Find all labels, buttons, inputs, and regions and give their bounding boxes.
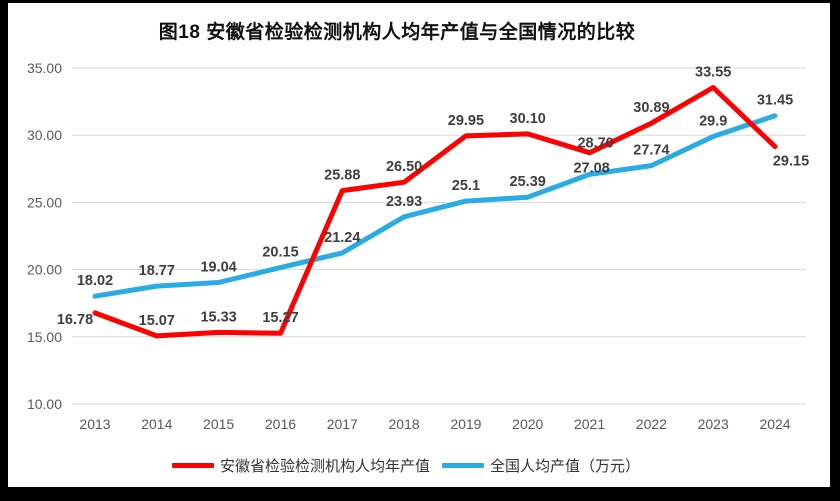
svg-text:29.9: 29.9 — [699, 114, 727, 130]
svg-text:15.27: 15.27 — [262, 310, 298, 326]
svg-text:31.45: 31.45 — [757, 93, 793, 109]
svg-text:30.89: 30.89 — [633, 100, 669, 116]
svg-text:2019: 2019 — [450, 416, 481, 432]
svg-text:2018: 2018 — [389, 416, 420, 432]
svg-text:2016: 2016 — [265, 416, 296, 432]
chart-title: 图18 安徽省检验检测机构人均年产值与全国情况的比较 — [158, 22, 636, 43]
svg-text:30.00: 30.00 — [27, 127, 62, 143]
scan-border-right — [830, 0, 840, 501]
svg-text:25.1: 25.1 — [452, 178, 480, 194]
svg-text:29.15: 29.15 — [773, 154, 809, 170]
svg-text:15.33: 15.33 — [200, 309, 236, 325]
blue-line-swatch-icon — [442, 462, 484, 468]
svg-text:29.95: 29.95 — [448, 113, 484, 129]
legend-label-national: 全国人均产值（万元） — [490, 457, 641, 475]
svg-text:2024: 2024 — [759, 416, 790, 432]
svg-text:25.39: 25.39 — [510, 174, 546, 190]
chart-legend: 安徽省检验检测机构人均年产值 全国人均产值（万元） — [0, 452, 826, 478]
svg-text:16.78: 16.78 — [57, 312, 93, 328]
svg-text:23.93: 23.93 — [386, 194, 422, 210]
legend-item-national: 全国人均产值（万元） — [442, 455, 640, 476]
svg-text:2015: 2015 — [203, 416, 234, 432]
svg-text:35.00: 35.00 — [27, 60, 62, 76]
svg-text:27.08: 27.08 — [573, 160, 609, 176]
svg-text:30.10: 30.10 — [510, 111, 546, 127]
svg-text:28.70: 28.70 — [577, 136, 613, 152]
svg-text:18.77: 18.77 — [139, 263, 175, 279]
svg-text:2014: 2014 — [141, 416, 172, 432]
svg-text:20.15: 20.15 — [262, 245, 298, 261]
svg-text:2017: 2017 — [327, 416, 358, 432]
svg-text:2013: 2013 — [79, 416, 110, 432]
svg-text:10.00: 10.00 — [27, 396, 62, 412]
svg-text:27.74: 27.74 — [633, 143, 669, 159]
svg-text:21.24: 21.24 — [324, 230, 360, 246]
svg-text:25.00: 25.00 — [27, 194, 62, 210]
legend-item-anhui: 安徽省检验检测机构人均年产值 — [171, 455, 430, 476]
svg-text:18.02: 18.02 — [77, 273, 113, 289]
svg-text:15.07: 15.07 — [139, 313, 175, 329]
scan-border-bottom — [0, 487, 840, 501]
svg-text:2020: 2020 — [512, 416, 543, 432]
svg-text:15.00: 15.00 — [27, 329, 62, 345]
svg-text:2023: 2023 — [698, 416, 729, 432]
svg-text:33.55: 33.55 — [695, 65, 731, 81]
legend-label-anhui: 安徽省检验检测机构人均年产值 — [219, 457, 430, 475]
svg-text:19.04: 19.04 — [200, 260, 236, 276]
svg-text:26.50: 26.50 — [386, 159, 422, 175]
scan-border-left — [0, 0, 8, 501]
svg-text:20.00: 20.00 — [27, 262, 62, 278]
svg-text:2021: 2021 — [574, 416, 605, 432]
scan-border-top — [0, 0, 840, 3]
svg-text:25.88: 25.88 — [324, 168, 360, 184]
svg-text:2022: 2022 — [636, 416, 667, 432]
red-line-swatch-icon — [171, 462, 214, 468]
